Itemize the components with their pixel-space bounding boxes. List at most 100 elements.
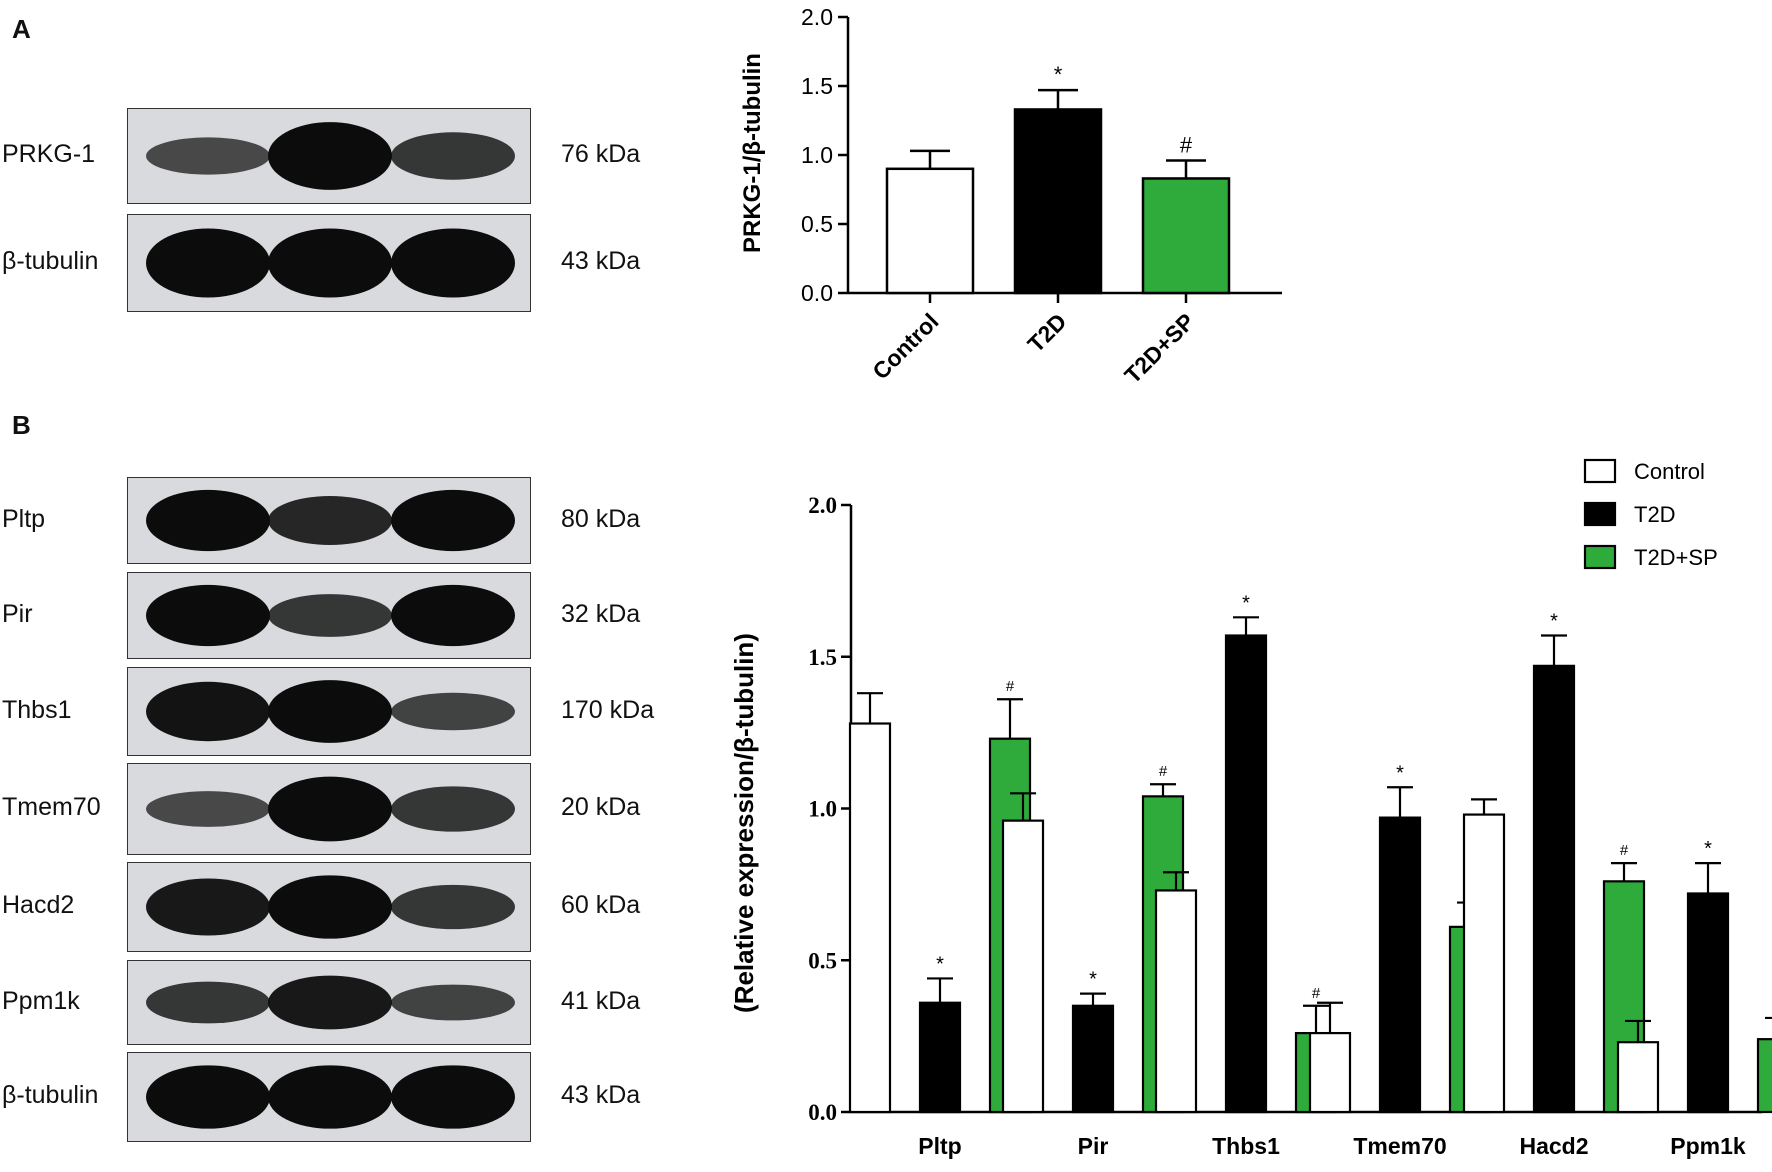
- blot-band: [268, 1065, 392, 1129]
- chart-b-bar: [1071, 1004, 1115, 1114]
- panel-b-letter: B: [12, 410, 31, 440]
- chart-b-xtick-label: Pir: [1078, 1133, 1109, 1159]
- chart-b-bar: [1001, 819, 1045, 1114]
- blot-protein-label: Pltp: [2, 504, 46, 533]
- blot-strip: [127, 572, 531, 659]
- blot-kda-label: 60 kDa: [561, 891, 641, 919]
- chart-a-ytick-label: 0.0: [801, 280, 833, 306]
- blot-band: [391, 984, 515, 1021]
- chart-a-bar: [885, 167, 975, 295]
- chart-b-significance-mark: #: [1312, 985, 1321, 1002]
- blot-protein-label: Ppm1k: [2, 986, 80, 1015]
- chart-b-legend-label: T2D: [1634, 502, 1676, 527]
- blot-protein-label: Pir: [2, 599, 33, 628]
- chart-b-significance-mark: *: [1550, 611, 1558, 633]
- blot-band: [391, 489, 515, 552]
- chart-b-xtick-label: Ppm1k: [1670, 1133, 1746, 1159]
- chart-b-bar: [1532, 664, 1576, 1114]
- chart-b-significance-mark: #: [1466, 882, 1475, 899]
- chart-b-bar: [848, 722, 892, 1114]
- chart-b-xtick-label: Pltp: [918, 1133, 961, 1159]
- chart-b-significance-mark: *: [1396, 762, 1404, 784]
- chart-b-bar: [1616, 1041, 1660, 1114]
- chart-b-significance-mark: #: [1159, 763, 1168, 780]
- blot-kda-label: 43 kDa: [561, 1081, 641, 1109]
- chart-b-significance-mark: *: [1704, 838, 1712, 860]
- chart-a-significance-mark: *: [1054, 62, 1063, 87]
- blot-protein-label: Tmem70: [2, 793, 101, 821]
- chart-b-significance-mark: *: [1242, 592, 1250, 614]
- blot-strip: [127, 214, 531, 312]
- chart-b-bar: [1448, 925, 1492, 1114]
- blot-strip: [127, 862, 531, 952]
- chart-b-ytick-label: 2.0: [808, 493, 837, 518]
- chart-b-xtick-label: Thbs1: [1212, 1133, 1280, 1159]
- blot-strip: [127, 1052, 531, 1142]
- blot-band: [146, 137, 270, 175]
- chart-b-bar: [918, 1001, 962, 1114]
- blot-band: [146, 981, 270, 1024]
- blot-kda-label: 32 kDa: [561, 599, 641, 628]
- chart-b-bar: [1154, 889, 1198, 1114]
- blot-band: [146, 681, 270, 742]
- blot-band: [391, 228, 515, 298]
- blot-kda-label: 20 kDa: [561, 793, 641, 821]
- chart-b-xtick-label: Tmem70: [1353, 1133, 1446, 1159]
- blot-band: [391, 1065, 515, 1129]
- chart-b-significance-mark: #: [1006, 678, 1015, 695]
- chart-a-xtick-label: T2D: [1022, 308, 1071, 357]
- chart-b-bar: [1308, 1031, 1352, 1114]
- chart-b-significance-mark: *: [936, 953, 944, 975]
- blot-strip: [127, 960, 531, 1045]
- panel-a-letter: A: [12, 14, 31, 44]
- blot-band: [268, 776, 392, 842]
- blot-kda-label: 43 kDa: [561, 247, 641, 275]
- chart-b-xtick-label: Hacd2: [1519, 1133, 1588, 1159]
- chart-b-bar: [1686, 892, 1730, 1114]
- chart-b-ylabel: (Relative expression/β-tubulin): [729, 633, 759, 1013]
- blot-band: [146, 791, 270, 827]
- blot-band: [146, 489, 270, 552]
- chart-a-ytick-label: 2.0: [801, 4, 833, 30]
- blot-protein-label: PRKG-1: [2, 140, 96, 168]
- blot-kda-label: 80 kDa: [561, 504, 641, 533]
- blot-band: [146, 1065, 270, 1129]
- chart-b-bar: [1141, 795, 1185, 1114]
- chart-b-legend-label: T2D+SP: [1634, 545, 1718, 570]
- chart-a-xtick-label: Control: [867, 308, 943, 384]
- blot-band: [146, 584, 270, 647]
- blot-band: [391, 692, 515, 731]
- chart-a-xtick-label: T2D+SP: [1119, 308, 1199, 388]
- chart-a-ytick-label: 0.5: [801, 211, 833, 237]
- chart-b-bar: [1378, 816, 1422, 1114]
- chart-b-legend-swatch: [1583, 544, 1617, 570]
- chart-b-bar: [1224, 634, 1268, 1114]
- blot-band: [268, 680, 392, 743]
- blot-strip: [127, 763, 531, 855]
- blot-band: [268, 875, 392, 939]
- chart-a-ytick-label: 1.5: [801, 73, 833, 99]
- blot-strip: [127, 108, 531, 204]
- blot-band: [391, 786, 515, 832]
- chart-b-ytick-label: 1.0: [808, 797, 837, 822]
- chart-b-legend-label: Control: [1634, 459, 1705, 484]
- chart-b-legend-swatch: [1583, 458, 1617, 484]
- blot-band: [391, 584, 515, 647]
- chart-a-ytick-label: 1.0: [801, 142, 833, 168]
- blot-band: [391, 132, 515, 180]
- blot-band: [268, 496, 392, 545]
- blot-band: [268, 122, 392, 190]
- chart-b-legend-swatch: [1583, 501, 1617, 527]
- chart-b-ytick-label: 0.5: [808, 948, 837, 973]
- chart-b-significance-mark: *: [1089, 969, 1097, 991]
- blot-band: [146, 228, 270, 298]
- chart-b-significance-mark: #: [1620, 842, 1629, 859]
- chart-b-bar: [1602, 880, 1646, 1114]
- blot-strip: [127, 477, 531, 564]
- chart-a-bar: [1141, 177, 1231, 295]
- blot-protein-label: β-tubulin: [2, 247, 99, 275]
- chart-b-bar: [988, 737, 1032, 1114]
- blot-protein-label: Thbs1: [2, 695, 72, 724]
- blot-band: [391, 884, 515, 930]
- chart-b-bar: [1462, 813, 1506, 1114]
